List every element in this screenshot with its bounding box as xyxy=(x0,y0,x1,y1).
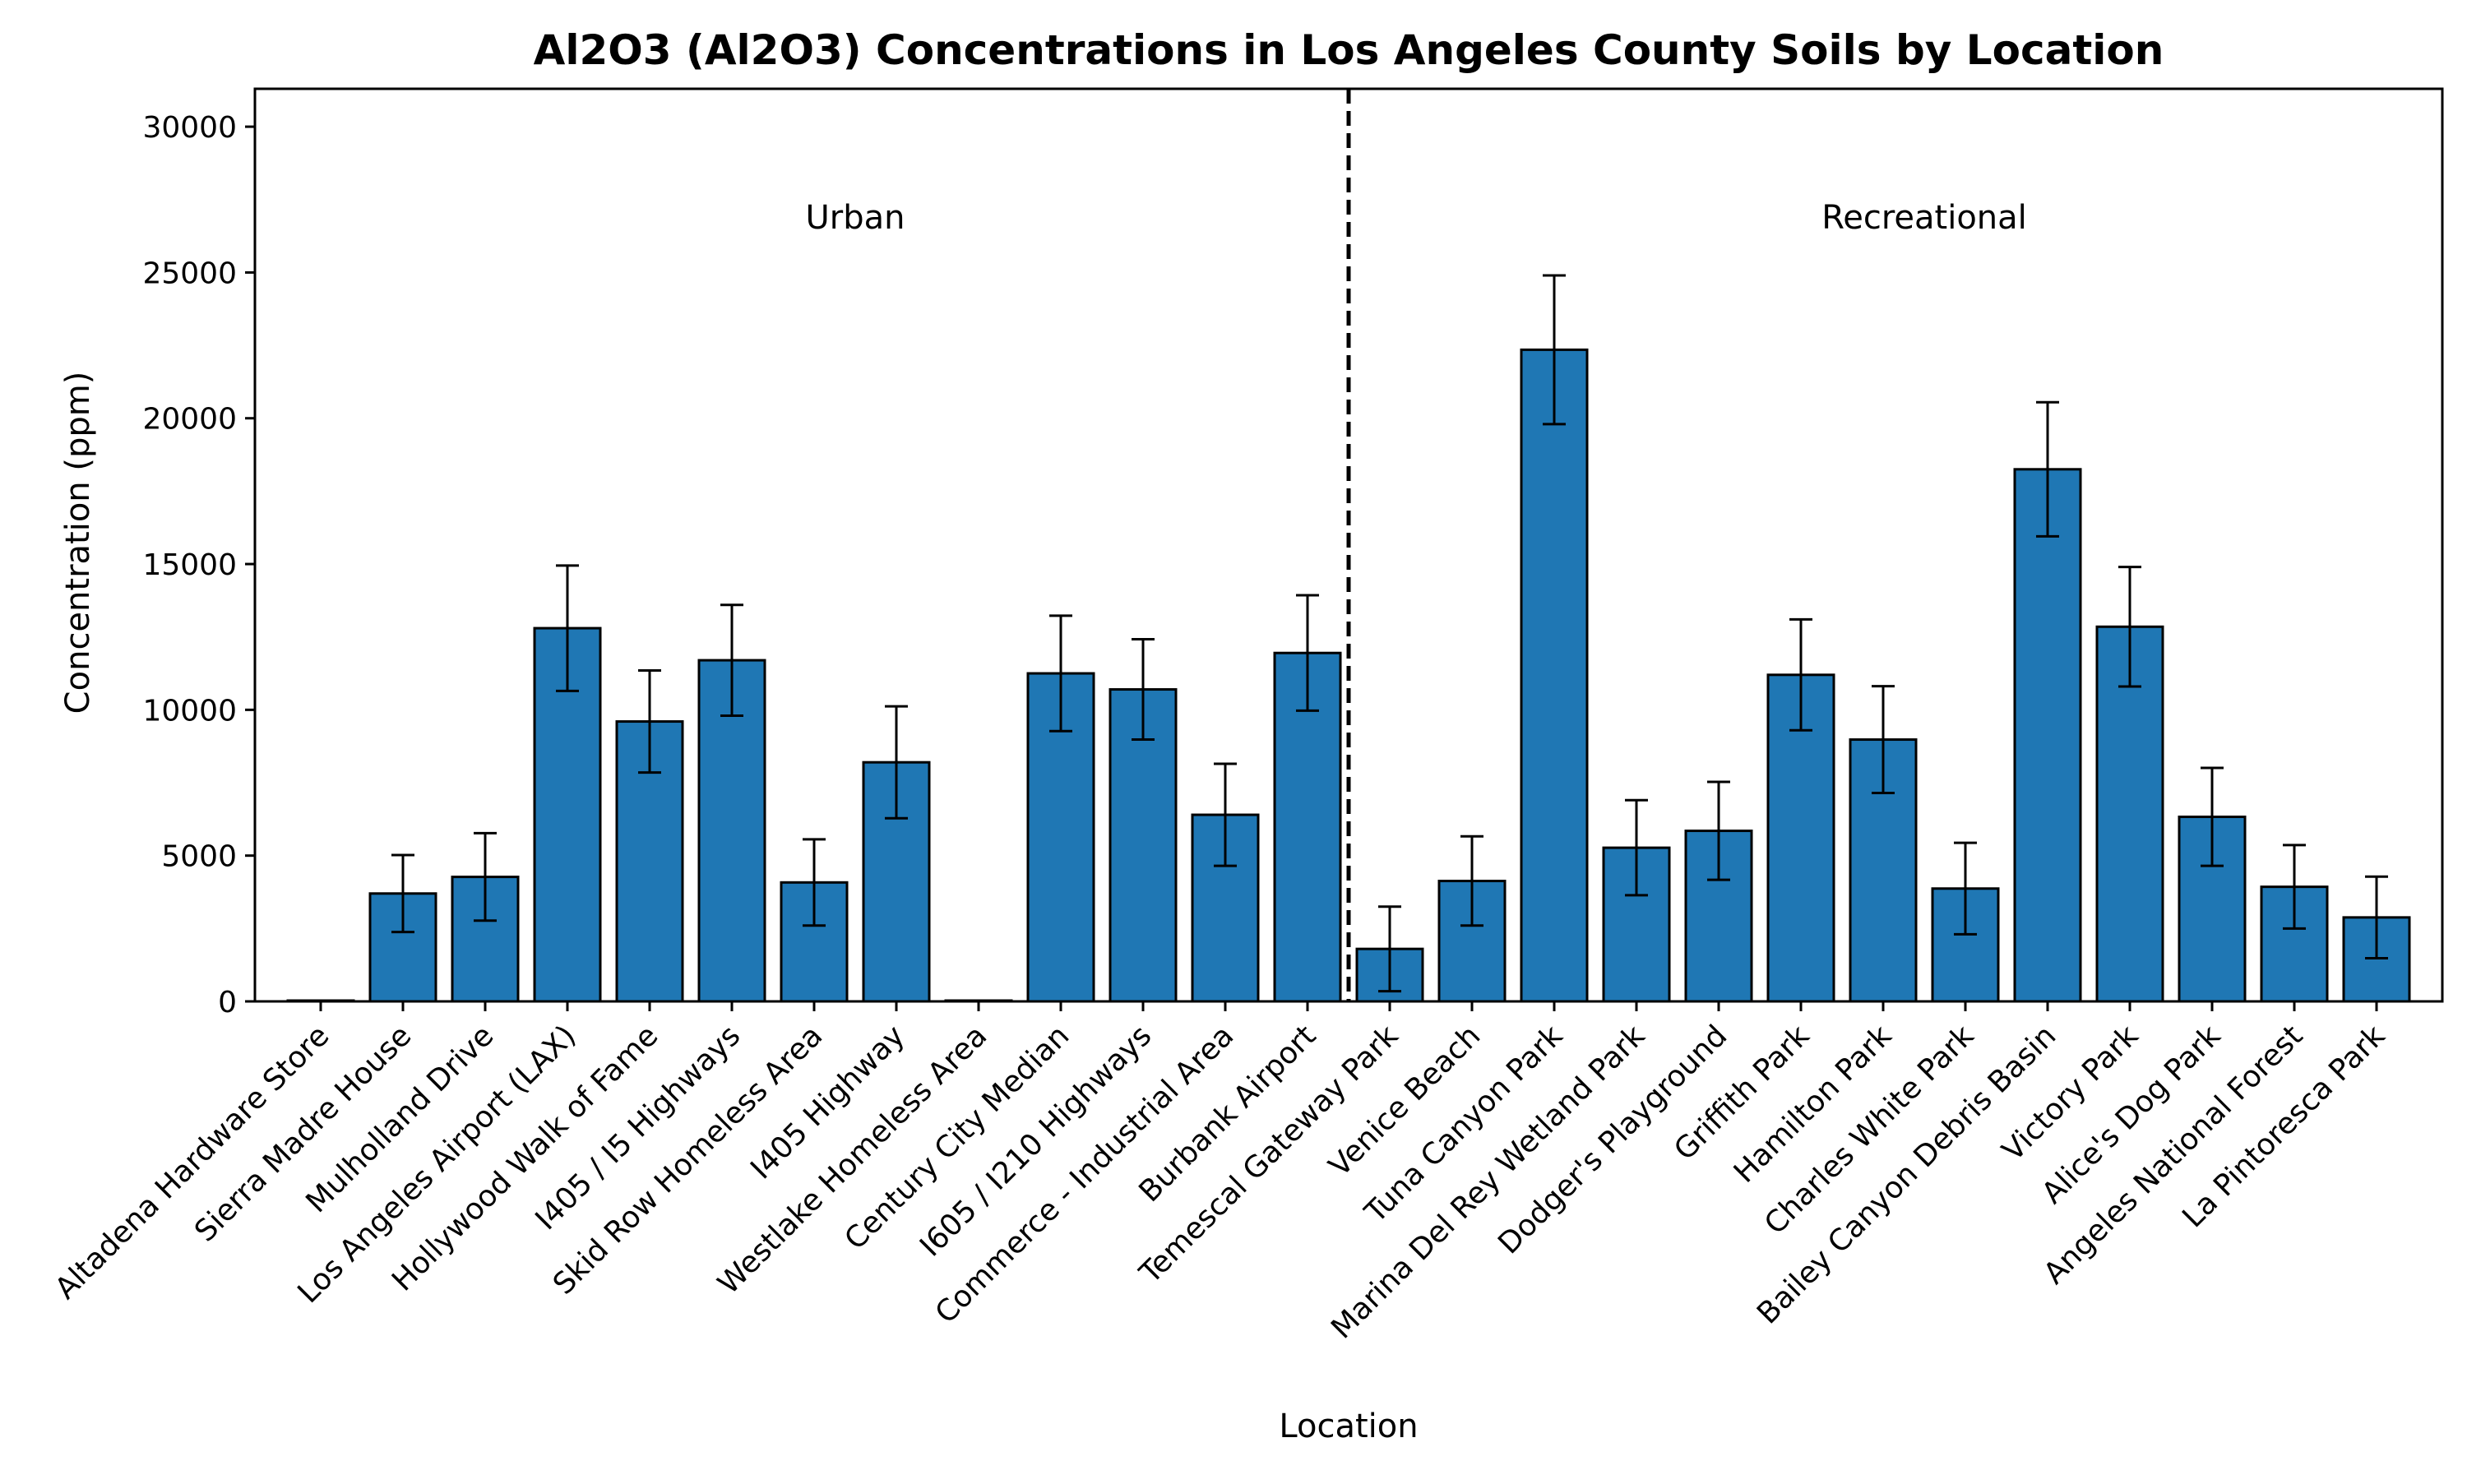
bar xyxy=(2095,625,2164,1003)
y-tick-label: 15000 xyxy=(142,548,237,582)
error-bar xyxy=(803,838,826,927)
error-bar xyxy=(885,705,908,820)
bar xyxy=(1520,348,1589,1003)
error-bar xyxy=(1789,617,1812,732)
error-bar xyxy=(1132,638,1155,742)
x-tick-label: Commerce - Industrial Area xyxy=(929,1019,1241,1330)
error-bar xyxy=(1296,594,1319,712)
labels-layer: Al2O3 (Al2O3) Concentrations in Los Ange… xyxy=(59,26,2164,1445)
error-bar xyxy=(556,564,579,692)
error-bar xyxy=(2365,875,2388,960)
y-tick-label: 5000 xyxy=(161,840,237,874)
bar xyxy=(1109,688,1178,1003)
error-bar xyxy=(1872,685,1895,794)
y-axis-label: Concentration (ppm) xyxy=(59,372,97,714)
error-bar xyxy=(1954,841,1977,936)
error-bar xyxy=(391,853,414,934)
y-tick-label: 20000 xyxy=(142,403,237,437)
error-bar xyxy=(474,831,497,922)
error-bar xyxy=(1460,834,1483,927)
error-bar xyxy=(1707,780,1730,881)
error-bars-layer xyxy=(391,274,2388,993)
error-bar xyxy=(638,668,661,774)
chart-title: Al2O3 (Al2O3) Concentrations in Los Ange… xyxy=(534,26,2164,74)
error-bar xyxy=(1543,274,1566,426)
error-bar xyxy=(2036,400,2059,538)
error-bar xyxy=(1378,905,1401,993)
error-bar xyxy=(720,603,743,717)
x-axis-label: Location xyxy=(1279,1408,1418,1445)
bar xyxy=(2013,468,2082,1003)
y-tick-label: 30000 xyxy=(142,111,237,145)
x-tick-label: Bailey Canyon Debris Basin xyxy=(1751,1019,2062,1330)
error-bar xyxy=(2118,566,2141,688)
y-tick-label: 0 xyxy=(218,986,237,1019)
y-tick-label: 10000 xyxy=(142,694,237,728)
error-bar xyxy=(1214,762,1237,867)
group-label: Urban xyxy=(806,199,905,237)
group-label: Recreational xyxy=(1821,199,2027,237)
error-bar xyxy=(1049,614,1072,733)
y-tick-label: 25000 xyxy=(142,257,237,290)
error-bar xyxy=(1625,798,1648,897)
error-bar xyxy=(2283,844,2306,930)
error-bar xyxy=(2201,766,2224,867)
